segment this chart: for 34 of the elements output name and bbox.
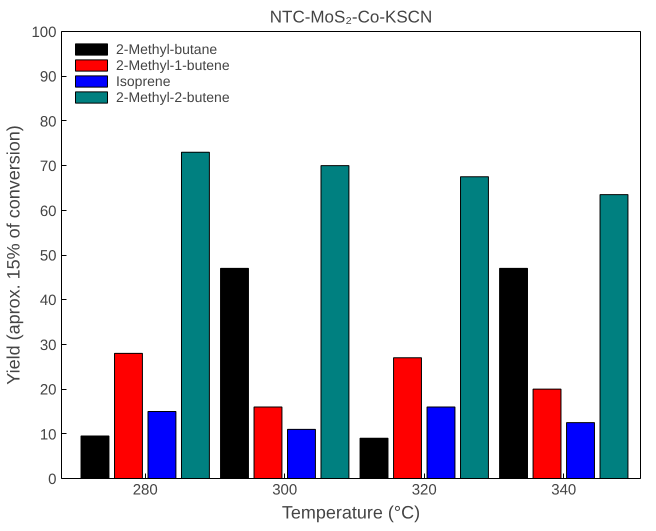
- y-axis-title: Yield (aprox. 15% of conversion): [3, 125, 24, 385]
- bar: [220, 268, 249, 478]
- y-tick-label: 80: [40, 113, 57, 130]
- bar: [460, 176, 489, 478]
- x-tick-label: 340: [551, 482, 576, 498]
- y-tick-label: 100: [31, 24, 57, 41]
- y-tick-label: 30: [40, 336, 57, 354]
- bar: [114, 352, 143, 478]
- y-tick-label: 0: [48, 471, 56, 488]
- x-tick-label: 280: [132, 482, 158, 498]
- bar: [287, 428, 316, 478]
- bar: [600, 194, 628, 478]
- bar: [320, 165, 350, 478]
- legend-label: Isoprene: [116, 73, 170, 89]
- x-tick-label: 320: [412, 482, 437, 498]
- legend-label: 2-Methyl-2-butene: [116, 89, 230, 105]
- bar: [80, 436, 110, 478]
- y-tick-label: 40: [40, 292, 57, 310]
- y-tick-label: 90: [40, 68, 57, 86]
- y-tick-label: 60: [40, 202, 57, 220]
- y-tick-label: 10: [40, 426, 57, 444]
- bar: [393, 357, 422, 478]
- bar: [180, 152, 210, 478]
- y-tick-label: 50: [40, 248, 57, 264]
- x-tick-label: 300: [272, 482, 298, 498]
- y-tick-label: 20: [40, 382, 57, 399]
- bar: [499, 268, 528, 478]
- legend-label: 2-Methyl-1-butene: [116, 57, 230, 73]
- bar: [566, 422, 595, 478]
- y-tick-label: 70: [40, 158, 57, 176]
- bar: [360, 438, 388, 478]
- x-axis-title: Temperature (°C): [282, 502, 420, 522]
- legend-label: 2-Methyl-butane: [116, 41, 218, 57]
- chart-title: NTC-MoS₂-Co-KSCN: [270, 8, 432, 26]
